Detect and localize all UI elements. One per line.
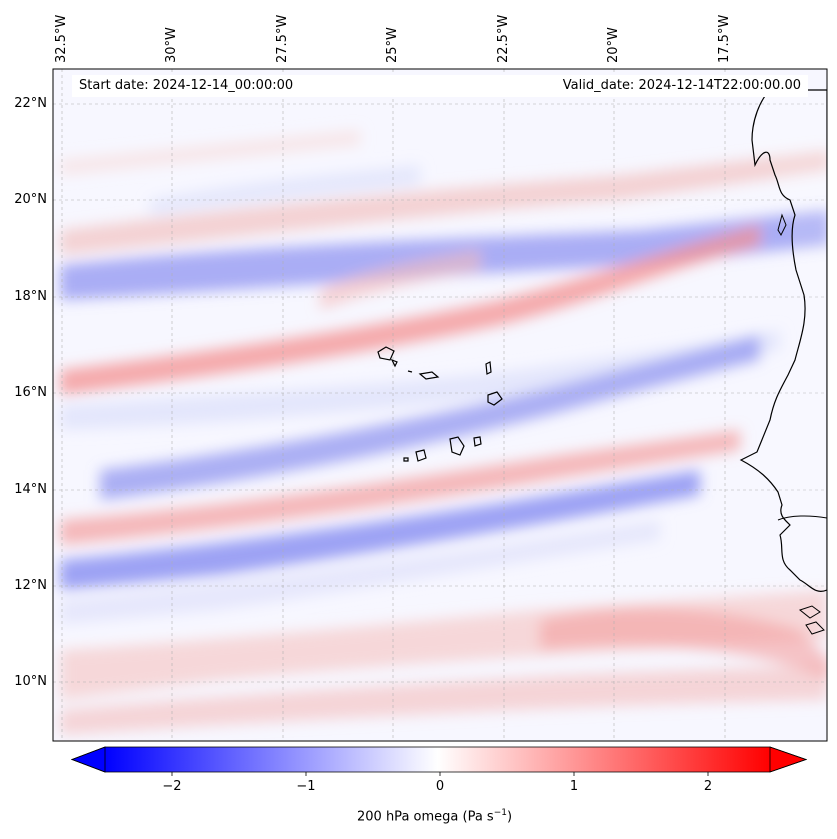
map-frame	[52, 68, 828, 742]
lat-label-10n: 10°N	[14, 674, 47, 689]
colorbar-extend-high	[769, 746, 808, 773]
omega-field	[60, 130, 827, 735]
date-banner	[72, 75, 808, 97]
colorbar-gradient	[105, 747, 770, 772]
colorbar-tick-1: 1	[569, 779, 579, 794]
valid-date-label: Valid_date: 2024-12-14T22:00:00.00	[562, 78, 801, 93]
colorbar-title: 200 hPa omega (Pa s−1)	[357, 808, 513, 825]
lat-label-18n: 18°N	[14, 289, 47, 304]
lon-label-27-5w: 27.5°W	[275, 14, 290, 63]
lon-label-17-5w: 17.5°W	[717, 14, 732, 63]
lon-label-32-5w: 32.5°W	[54, 14, 69, 63]
colorbar-tick-minus1: −1	[296, 779, 316, 794]
lon-label-30w: 30°W	[164, 27, 179, 63]
lat-label-16n: 16°N	[14, 385, 47, 400]
lat-label-20n: 20°N	[14, 192, 47, 207]
graticule	[53, 69, 827, 741]
lat-label-14n: 14°N	[14, 482, 47, 497]
start-date-label: Start date: 2024-12-14_00:00:00	[79, 78, 294, 93]
lon-label-22-5w: 22.5°W	[496, 14, 511, 63]
lat-label-22n: 22°N	[14, 96, 47, 111]
colorbar	[70, 746, 808, 776]
lon-label-20w: 20°W	[606, 27, 621, 63]
colorbar-tick-2: 2	[703, 779, 713, 794]
map-panel	[53, 69, 827, 741]
colorbar-tick-0: 0	[435, 779, 445, 794]
lat-label-12n: 12°N	[14, 578, 47, 593]
colorbar-extend-low	[70, 746, 106, 773]
colorbar-tick-minus2: −2	[162, 779, 182, 794]
lon-label-25w: 25°W	[385, 27, 400, 63]
cape-verde-islands	[377, 346, 503, 462]
africa-coastline	[739, 89, 827, 592]
